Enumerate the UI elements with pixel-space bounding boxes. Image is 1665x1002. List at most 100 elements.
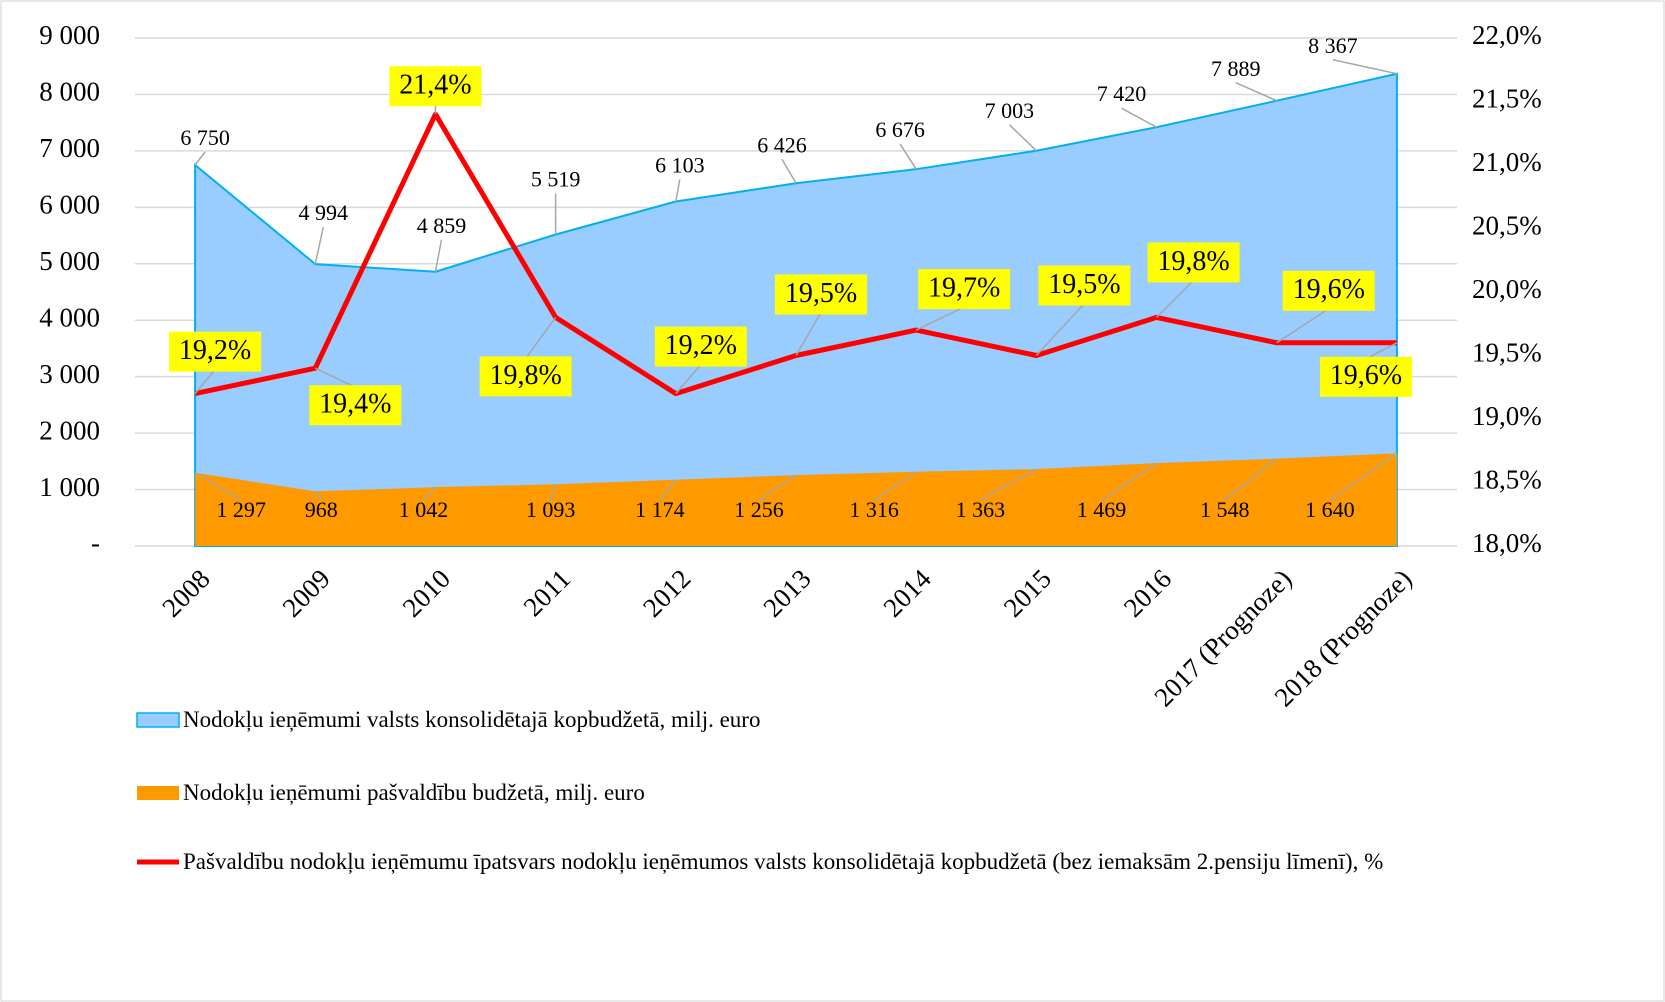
y2-tick-label: 18,0% [1472,528,1542,558]
label-box [1038,265,1131,306]
data-label: 1 469 [1077,497,1127,522]
leader-line [899,143,917,170]
data-label: 1 316 [849,497,899,522]
leader-line [1224,458,1278,501]
y-tick-label: 6 000 [39,190,100,220]
leader-line [795,312,822,356]
leader-line [915,306,965,331]
legend-label: Pašvaldību nodokļu ieņēmumu īpatsvars no… [183,849,1384,874]
data-label: 5 519 [531,167,581,192]
label-box [1282,270,1375,311]
leader-line [675,179,681,202]
label-box [654,326,747,367]
label-box [1319,356,1412,397]
y-tick-label: 8 000 [39,77,100,107]
label-box [169,331,262,372]
data-label: 6 426 [757,132,807,157]
y2-tick-label: 21,5% [1472,84,1542,114]
data-label: 968 [305,497,338,522]
leader-line [314,226,325,265]
data-label: 6 676 [875,117,925,142]
x-tick-label: 2009 [277,563,336,622]
data-label: 7 003 [985,98,1035,123]
data-label: 7 889 [1211,56,1261,81]
y2-tick-label: 19,0% [1472,401,1542,431]
data-label: 19,6% [1330,360,1402,391]
data-label: 1 640 [1305,497,1355,522]
y-tick-label: 1 000 [39,472,100,502]
y-tick-label: 9 000 [39,20,100,50]
x-tick-label: 2012 [637,563,696,622]
leader-line [1008,124,1037,152]
label-box [918,269,1011,310]
label-box [775,274,867,315]
leader-line [675,364,702,395]
leader-line [980,468,1037,501]
data-label: 1 297 [216,497,266,522]
leader-line [194,151,206,166]
data-label: 6 750 [180,125,230,150]
y-tick-label: - [91,528,100,558]
leader-line [1035,302,1085,357]
leader-line [758,474,797,501]
leader-line [194,369,216,395]
label-box [309,385,402,426]
x-tick-label: 2013 [757,563,816,622]
leader-line [1332,58,1398,75]
leader-line [422,486,437,501]
leader-line [434,239,443,272]
label-box [479,356,572,397]
data-label: 7 420 [1097,81,1147,106]
data-label: 1 363 [956,497,1006,522]
x-tick-label: 2008 [156,563,215,622]
y2-tick-label: 21,0% [1472,147,1542,177]
x-tick-label: 2016 [1118,563,1177,622]
data-label: 1 548 [1200,497,1250,522]
data-label: 19,8% [1157,246,1229,277]
leader-line [873,471,917,501]
leader-line [194,472,242,501]
legend-label: Nodokļu ieņēmumi pašvaldību budžetā, mil… [183,780,645,805]
label-box [1147,242,1240,283]
leader-line [659,479,677,501]
legend-swatch [137,786,179,800]
leader-line [1156,279,1195,318]
leader-line [1329,452,1398,501]
leader-line [549,484,557,501]
data-label: 19,5% [785,278,857,309]
y-tick-label: 7 000 [39,133,100,163]
leader-line [314,490,322,501]
area [195,453,1397,546]
y2-tick-label: 20,0% [1472,274,1542,304]
data-label: 8 367 [1308,33,1358,58]
y-tick-label: 2 000 [39,415,100,445]
data-label: 19,2% [179,335,251,366]
y-tick-label: 4 000 [39,302,100,332]
legend-swatch [136,712,180,728]
data-label: 19,4% [319,389,391,420]
x-tick-label: 2010 [397,563,456,622]
y2-tick-label: 20,5% [1472,211,1542,241]
x-tick-label: 2014 [877,563,937,623]
leader-line [1365,342,1398,360]
label-box [389,66,482,107]
data-label: 19,6% [1293,274,1365,305]
leader-line [314,367,356,388]
data-label: 1 256 [734,497,784,522]
data-label: 19,8% [489,360,561,391]
data-label: 4 994 [299,200,349,225]
leader-line [781,158,797,184]
x-tick-label: 2015 [998,563,1057,622]
data-label: 1 093 [526,497,576,522]
data-label: 19,2% [665,330,737,361]
data-label: 1 174 [635,497,685,522]
data-label: 1 042 [399,497,449,522]
leader-line [1101,462,1157,501]
y-tick-label: 3 000 [39,359,100,389]
data-label: 21,4% [399,70,471,101]
y2-tick-label: 22,0% [1472,20,1542,50]
data-label: 4 859 [417,213,467,238]
